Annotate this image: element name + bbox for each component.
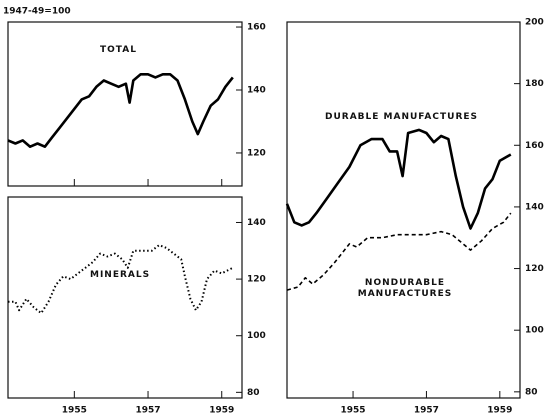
x-tick-label: 1957 bbox=[136, 406, 161, 416]
y-tick-label: 140 bbox=[247, 85, 266, 95]
x-tick-label: 1959 bbox=[209, 406, 234, 416]
x-tick-label: 1955 bbox=[341, 406, 366, 416]
y-tick-label: 120 bbox=[247, 275, 266, 285]
x-tick-label: 1959 bbox=[487, 406, 512, 416]
series-line bbox=[286, 212, 512, 291]
series-label: MINERALS bbox=[90, 270, 151, 280]
y-tick-label: 160 bbox=[247, 23, 266, 33]
y-tick-label: 160 bbox=[525, 141, 544, 151]
plot-frame bbox=[7, 21, 243, 187]
y-tick-label: 80 bbox=[525, 387, 538, 397]
y-tick-label: 100 bbox=[247, 331, 266, 341]
y-tick-label: 200 bbox=[525, 18, 544, 28]
y-tick-label: 120 bbox=[247, 148, 266, 158]
series-line bbox=[8, 244, 234, 315]
y-tick-label: 120 bbox=[525, 264, 544, 274]
series-line bbox=[285, 128, 512, 230]
series-label: DURABLE MANUFACTURES bbox=[325, 112, 479, 122]
note: 1947-49=100 bbox=[3, 7, 71, 17]
y-tick-label: 100 bbox=[525, 326, 544, 336]
y-tick-label: 80 bbox=[247, 388, 260, 398]
series-line bbox=[7, 73, 234, 148]
y-tick-label: 140 bbox=[247, 218, 266, 228]
x-tick-label: 1957 bbox=[414, 406, 439, 416]
x-tick-label: 1955 bbox=[62, 406, 87, 416]
series-label: NONDURABLE MANUFACTURES bbox=[357, 278, 453, 299]
plot-frame bbox=[7, 196, 243, 399]
y-tick-label: 140 bbox=[525, 202, 544, 212]
series-label: TOTAL bbox=[100, 45, 137, 55]
plot-frame bbox=[286, 21, 521, 399]
y-tick-label: 180 bbox=[525, 79, 544, 89]
